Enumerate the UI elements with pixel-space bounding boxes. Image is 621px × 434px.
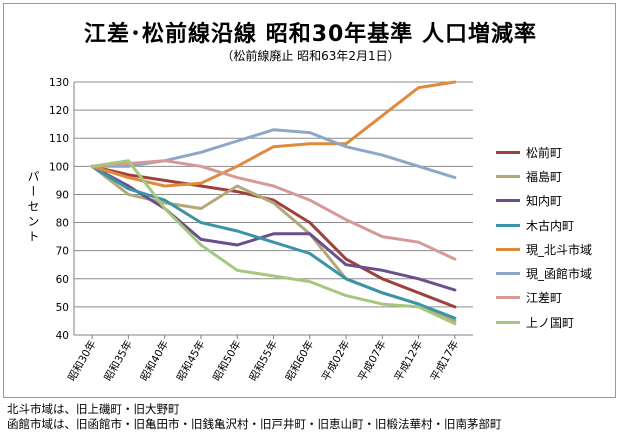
note-hakodate: 函館市域は、旧函館市・旧亀田市・旧銭亀沢村・旧戸井町・旧恵山町・旧椴法華村・旧南…	[7, 417, 502, 431]
legend-swatch	[496, 247, 520, 251]
chart-title: 江差･松前線沿線 昭和30年基準 人口増減率	[84, 22, 537, 47]
legend-swatch	[496, 272, 520, 276]
x-tick-label: 昭和55年	[246, 338, 280, 383]
legend-item: 上ノ国町	[496, 310, 592, 334]
x-tick-label: 昭和40年	[138, 338, 172, 383]
legend-label: 現_北斗市域	[526, 242, 593, 257]
grid-lines	[73, 81, 473, 339]
y-tick-label: 50	[56, 302, 69, 314]
legend-swatch	[496, 199, 520, 203]
legend-label: 現_函館市域	[526, 267, 593, 282]
notes: 北斗市域は、旧上磯町・旧大野町 函館市域は、旧函館市・旧亀田市・旧銭亀沢村・旧戸…	[7, 402, 502, 432]
series-line	[90, 164, 457, 292]
series-lines	[90, 80, 457, 326]
y-tick-label: 60	[56, 274, 69, 286]
x-tick-label: 平成02年	[319, 338, 353, 383]
y-tick-label: 80	[56, 218, 69, 230]
series-line	[90, 164, 457, 309]
series-line	[90, 128, 457, 180]
x-tick-label: 昭和35年	[101, 338, 135, 383]
x-tick-labels: 昭和30年 昭和35年 昭和40年 昭和45年 昭和50年 昭和55年 昭和60年 平成02年…	[65, 338, 461, 383]
y-tick-label: 110	[49, 133, 69, 145]
legend-label: 上ノ国町	[526, 315, 575, 330]
x-tick-label: 平成07年	[355, 338, 389, 383]
legend-swatch	[496, 223, 520, 227]
y-tick-labels: 40 50 60 70 80 90 100 110 120 130	[49, 77, 69, 342]
legend-label: 江差町	[526, 291, 563, 306]
series-line	[90, 164, 457, 320]
legend-item: 木古内町	[496, 213, 592, 237]
x-tick-label: 昭和30年	[65, 338, 99, 383]
y-tick-label: 70	[56, 246, 69, 258]
x-tick-label: 昭和45年	[174, 338, 208, 383]
legend-label: 木古内町	[526, 218, 575, 233]
legend-swatch	[496, 296, 520, 300]
legend: 松前町福島町知内町木古内町現_北斗市域 現_函館市域 江差町上ノ国町	[496, 140, 592, 334]
y-tick-label: 90	[56, 189, 69, 201]
legend-item: 江差町	[496, 286, 592, 310]
chart-subtitle: （松前線廃止 昭和63年2月1日）	[221, 49, 400, 63]
legend-item: 知内町	[496, 189, 592, 213]
x-tick-label: 平成12年	[391, 338, 425, 383]
legend-swatch	[496, 320, 520, 324]
y-tick-label: 120	[49, 105, 69, 117]
line-chart: 40 50 60 70 80 90 100 110 120 130 昭和30年 昭和35年 昭和40年…	[49, 77, 473, 383]
y-tick-label: 100	[49, 161, 69, 173]
legend-item: 現_函館市域	[496, 261, 592, 285]
x-tick-label: 昭和60年	[283, 338, 317, 383]
legend-label: 知内町	[526, 194, 563, 209]
note-hokuto: 北斗市域は、旧上磯町・旧大野町	[7, 402, 180, 416]
y-tick-label: 130	[49, 77, 69, 89]
legend-item: 現_北斗市域	[496, 237, 592, 261]
legend-swatch	[496, 150, 520, 154]
legend-swatch	[496, 174, 520, 178]
series-line	[90, 80, 457, 188]
legend-item: 福島町	[496, 164, 592, 188]
series-line	[90, 159, 457, 261]
x-tick-label: 平成17年	[428, 338, 462, 383]
x-tick-label: 昭和50年	[210, 338, 244, 383]
legend-label: 福島町	[526, 169, 563, 184]
legend-item: 松前町	[496, 140, 592, 164]
y-axis-label: パーセント	[26, 170, 40, 245]
series-line	[90, 159, 457, 326]
legend-label: 松前町	[526, 145, 563, 160]
y-tick-label: 40	[56, 330, 69, 342]
